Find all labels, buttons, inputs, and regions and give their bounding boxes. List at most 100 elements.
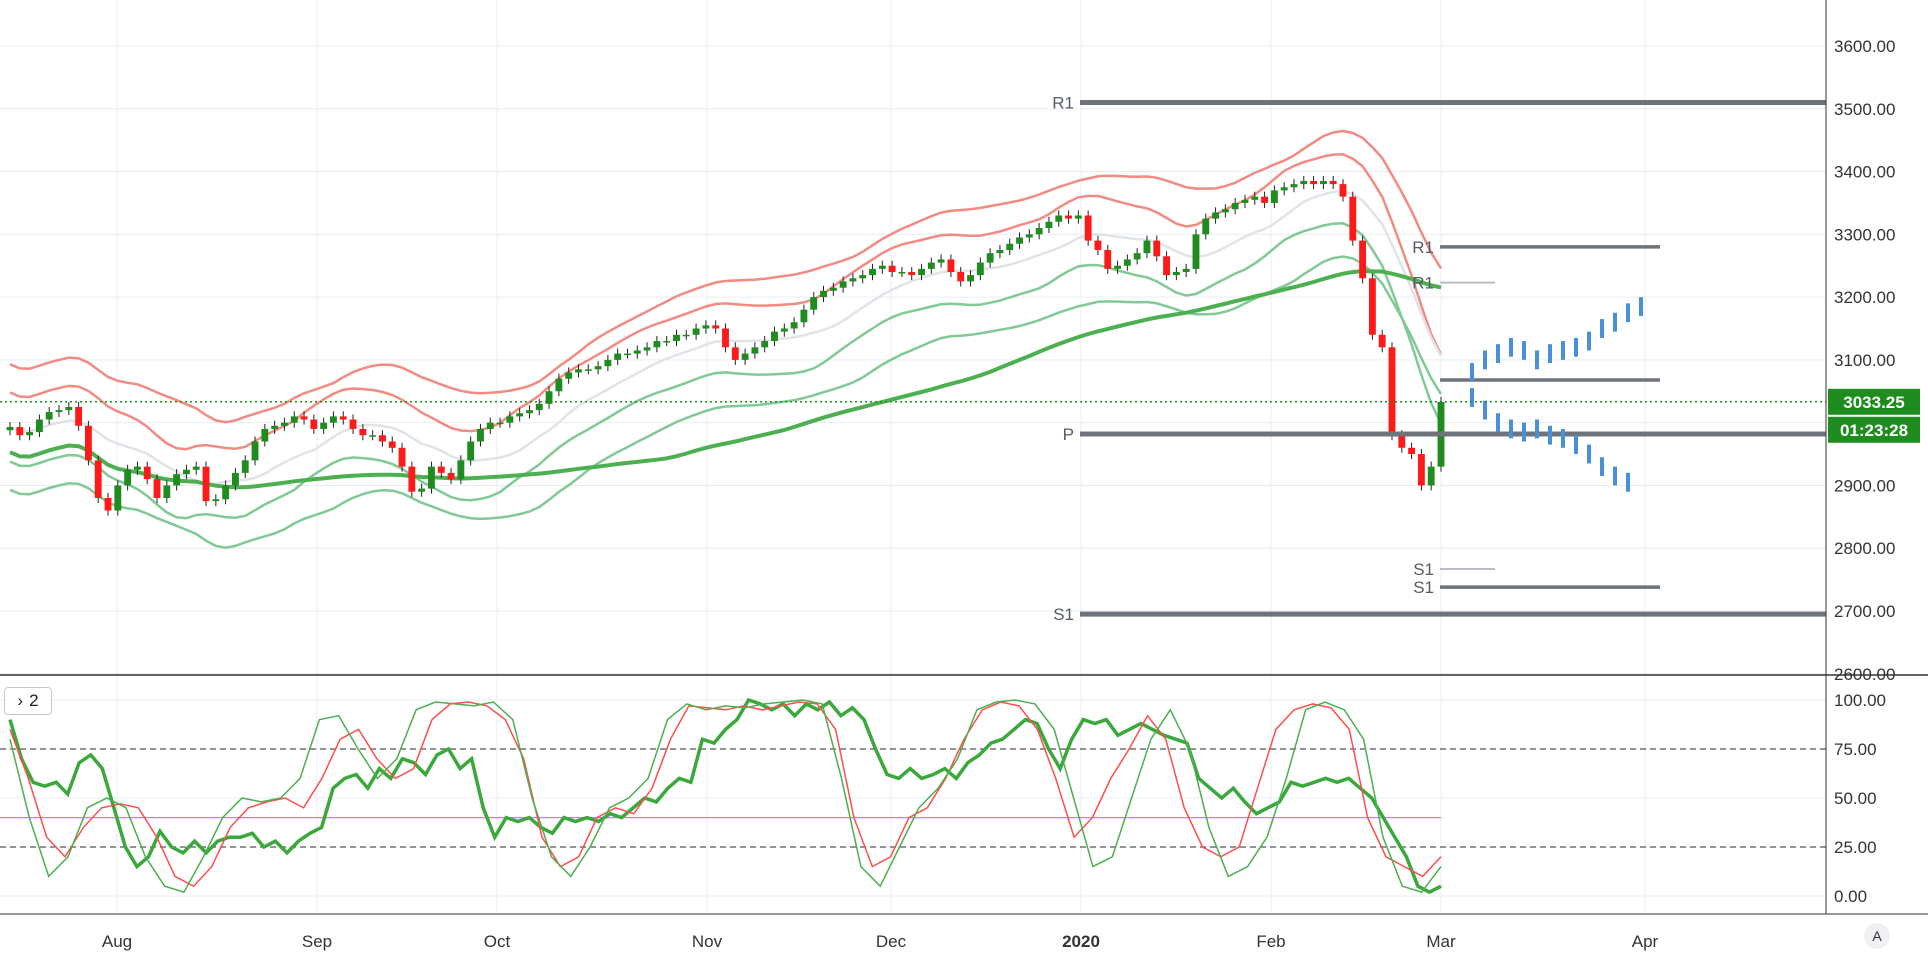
candle-body[interactable] — [1114, 265, 1121, 269]
candle-body[interactable] — [173, 474, 181, 486]
candle-body[interactable] — [496, 422, 504, 425]
candle-body[interactable] — [1251, 196, 1259, 200]
candle-body[interactable] — [212, 499, 220, 502]
candle-body[interactable] — [418, 488, 426, 492]
candle-body[interactable] — [1359, 240, 1367, 279]
candle-body[interactable] — [55, 410, 63, 412]
candle-body[interactable] — [731, 347, 739, 360]
candle-body[interactable] — [506, 416, 514, 423]
candle-body[interactable] — [584, 369, 592, 371]
candle-body[interactable] — [702, 325, 710, 329]
candle-body[interactable] — [300, 416, 308, 420]
candle-body[interactable] — [84, 425, 92, 461]
candle-body[interactable] — [682, 334, 690, 337]
candle-body[interactable] — [486, 422, 494, 429]
candle-body[interactable] — [222, 485, 230, 500]
candle-body[interactable] — [408, 466, 416, 492]
candle-body[interactable] — [16, 427, 24, 436]
candle-body[interactable] — [771, 331, 778, 342]
candle-body[interactable] — [290, 416, 298, 423]
candle-body[interactable] — [967, 275, 974, 282]
candle-body[interactable] — [369, 435, 377, 437]
price-tag[interactable] — [1828, 388, 1920, 415]
candle-body[interactable] — [1290, 184, 1298, 188]
candle-body[interactable] — [1280, 187, 1288, 191]
candle-body[interactable] — [65, 406, 73, 411]
candle-body[interactable] — [320, 422, 328, 429]
candle-body[interactable] — [1016, 237, 1023, 244]
candle-body[interactable] — [947, 259, 955, 272]
candle-body[interactable] — [349, 419, 357, 429]
candle-body[interactable] — [604, 359, 612, 367]
candle-body[interactable] — [281, 422, 288, 426]
candle-body[interactable] — [379, 435, 386, 442]
candle-body[interactable] — [26, 432, 34, 436]
candle-body[interactable] — [751, 347, 759, 354]
candle-body[interactable] — [741, 353, 749, 360]
candle-body[interactable] — [1006, 243, 1014, 251]
candle-body[interactable] — [261, 428, 269, 442]
pane-collapse-button[interactable]: › 2 — [4, 687, 52, 715]
candle-body[interactable] — [1133, 253, 1141, 260]
candle-body[interactable] — [359, 428, 367, 436]
candle-body[interactable] — [1153, 240, 1161, 257]
candle-body[interactable] — [1408, 447, 1416, 455]
candle-body[interactable] — [1212, 212, 1219, 219]
candle-body[interactable] — [1261, 196, 1269, 203]
candle-body[interactable] — [633, 350, 641, 354]
candle-body[interactable] — [271, 425, 279, 429]
candle-body[interactable] — [1270, 190, 1278, 203]
candle-body[interactable] — [1182, 268, 1190, 272]
candle-body[interactable] — [908, 272, 916, 276]
candle-body[interactable] — [94, 460, 102, 498]
candle-body[interactable] — [927, 262, 935, 269]
candle-body[interactable] — [477, 428, 484, 442]
candle-body[interactable] — [428, 466, 435, 489]
candle-body[interactable] — [1055, 215, 1063, 222]
candle-body[interactable] — [241, 460, 249, 473]
candle-body[interactable] — [437, 466, 445, 473]
candle-body[interactable] — [1123, 259, 1131, 266]
candle-body[interactable] — [780, 328, 788, 332]
candle-body[interactable] — [398, 447, 406, 467]
candle-body[interactable] — [114, 485, 122, 511]
candle-body[interactable] — [447, 472, 455, 480]
candle-body[interactable] — [614, 353, 622, 360]
candle-body[interactable] — [163, 485, 171, 498]
candle-body[interactable] — [516, 413, 524, 417]
candle-body[interactable] — [153, 479, 161, 498]
candle-body[interactable] — [182, 469, 190, 475]
candle-body[interactable] — [918, 268, 925, 276]
candle-body[interactable] — [1329, 180, 1337, 185]
candle-body[interactable] — [45, 411, 53, 420]
candle-body[interactable] — [761, 341, 769, 348]
candle-body[interactable] — [663, 341, 671, 343]
candle-body[interactable] — [104, 498, 112, 511]
candle-body[interactable] — [1231, 202, 1239, 210]
candle-body[interactable] — [653, 341, 661, 348]
candle-body[interactable] — [849, 278, 857, 282]
candle-body[interactable] — [624, 353, 631, 356]
candle-body[interactable] — [1398, 435, 1406, 448]
candle-body[interactable] — [1221, 209, 1229, 213]
candle-body[interactable] — [388, 441, 396, 448]
candle-body[interactable] — [898, 272, 906, 274]
candle-body[interactable] — [1388, 347, 1396, 436]
candle-body[interactable] — [692, 328, 700, 335]
candle-body[interactable] — [839, 281, 847, 288]
candle-body[interactable] — [1025, 234, 1033, 238]
candle-body[interactable] — [643, 347, 651, 351]
candle-body[interactable] — [859, 275, 867, 279]
candle-body[interactable] — [594, 366, 602, 370]
candle-body[interactable] — [143, 466, 151, 480]
candle-body[interactable] — [330, 416, 337, 423]
candle-body[interactable] — [810, 297, 818, 310]
candle-body[interactable] — [1065, 215, 1072, 219]
candle-body[interactable] — [1094, 240, 1102, 251]
candle-body[interactable] — [790, 322, 798, 329]
candle-body[interactable] — [339, 416, 347, 420]
candle-body[interactable] — [673, 334, 680, 342]
candle-body[interactable] — [888, 265, 896, 272]
auto-scale-button[interactable]: A — [1864, 923, 1890, 949]
candle-body[interactable] — [800, 309, 808, 323]
